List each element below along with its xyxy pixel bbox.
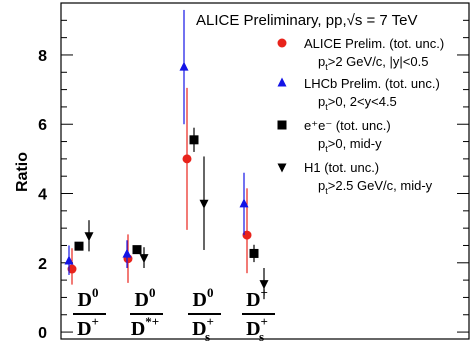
data-point xyxy=(259,267,269,300)
legend-label: LHCb Prelim. (tot. unc.) xyxy=(304,76,440,91)
category-label: D0 D+ xyxy=(73,285,106,340)
data-point xyxy=(139,247,149,268)
legend-item: LHCb Prelim. (tot. unc.) pt>0, 2<y<4.5 xyxy=(277,76,440,112)
data-point xyxy=(74,241,84,251)
data-point xyxy=(64,245,74,275)
y-tick-label: 8 xyxy=(38,48,47,65)
legend-item: H1 (tot. unc.) pt>2.5 GeV/c, mid-y xyxy=(277,160,433,196)
marker-circle xyxy=(67,264,77,274)
data-point xyxy=(123,234,133,283)
data-point xyxy=(199,156,209,250)
data-point xyxy=(242,188,252,274)
marker-square xyxy=(74,241,84,251)
marker-square xyxy=(132,245,142,255)
chart-title: ALICE Preliminary, pp,√s = 7 TeV xyxy=(196,12,418,29)
data-point xyxy=(122,240,132,268)
marker-triangle-down xyxy=(259,280,269,290)
marker-circle xyxy=(277,38,287,48)
legend-label: H1 (tot. unc.) xyxy=(304,160,379,175)
data-point xyxy=(84,220,94,252)
y-tick-label: 0 xyxy=(38,325,47,342)
data-point xyxy=(67,248,77,285)
marker-square xyxy=(249,248,259,258)
legend-condition: pt>2 GeV/c, |y|<0.5 xyxy=(318,54,428,72)
y-axis-label: Ratio xyxy=(14,152,31,192)
y-tick-label: 6 xyxy=(38,117,47,134)
category-denominator: D+ s xyxy=(246,314,268,344)
legend-item: e⁺e⁻ (tot. unc.) pt>0, mid-y xyxy=(277,118,391,154)
marker-triangle-down xyxy=(139,254,149,264)
legend-condition: pt>0, 2<y<4.5 xyxy=(318,94,397,112)
marker-triangle-down xyxy=(84,232,94,242)
marker-triangle-up xyxy=(239,198,249,208)
legend-label: ALICE Prelim. (tot. unc.) xyxy=(304,36,444,51)
marker-circle xyxy=(242,230,252,240)
marker-triangle-up xyxy=(122,248,132,258)
category-label: D0 D*+ xyxy=(130,285,163,340)
category-numerator: D+ xyxy=(246,285,268,311)
category-numerator: D0 xyxy=(193,285,214,311)
marker-square xyxy=(189,135,199,145)
marker-triangle-up xyxy=(179,61,189,71)
marker-circle xyxy=(182,154,192,164)
marker-triangle-up xyxy=(277,77,287,87)
y-tick-label: 2 xyxy=(38,256,47,273)
category-denominator: D*+ xyxy=(131,314,159,340)
plot-frame xyxy=(60,2,470,340)
category-label: D0 D+ s xyxy=(188,285,221,344)
data-point xyxy=(239,172,249,236)
marker-triangle-up xyxy=(64,255,74,265)
data-points xyxy=(64,9,269,300)
category-numerator: D0 xyxy=(135,285,156,311)
legend-condition: pt>2.5 GeV/c, mid-y xyxy=(318,178,433,196)
data-point xyxy=(179,9,189,125)
category-denominator: D+ xyxy=(77,314,99,340)
category-numerator: D0 xyxy=(78,285,99,311)
marker-triangle-down xyxy=(199,199,209,209)
category-label: D+ D+s xyxy=(242,285,275,344)
x-category-labels: D0 D+ D0 D*+ D0 D+s D+ D+s xyxy=(73,285,275,344)
legend-condition: pt>0, mid-y xyxy=(318,136,382,154)
y-axis: 0 2 4 6 8 xyxy=(38,19,469,342)
marker-triangle-down xyxy=(277,163,287,173)
legend-label: e⁺e⁻ (tot. unc.) xyxy=(304,118,391,133)
marker-square xyxy=(277,120,287,130)
data-point xyxy=(249,244,259,263)
legend: ALICE Prelim. (tot. unc.) pt>2 GeV/c, |y|… xyxy=(277,36,444,196)
plot-border xyxy=(60,2,470,340)
data-point xyxy=(182,87,192,230)
data-point xyxy=(189,127,199,152)
data-point xyxy=(132,245,142,255)
category-denominator: D+ s xyxy=(192,314,214,344)
y-tick-label: 4 xyxy=(38,187,47,204)
legend-item: ALICE Prelim. (tot. unc.) pt>2 GeV/c, |y|… xyxy=(277,36,444,72)
